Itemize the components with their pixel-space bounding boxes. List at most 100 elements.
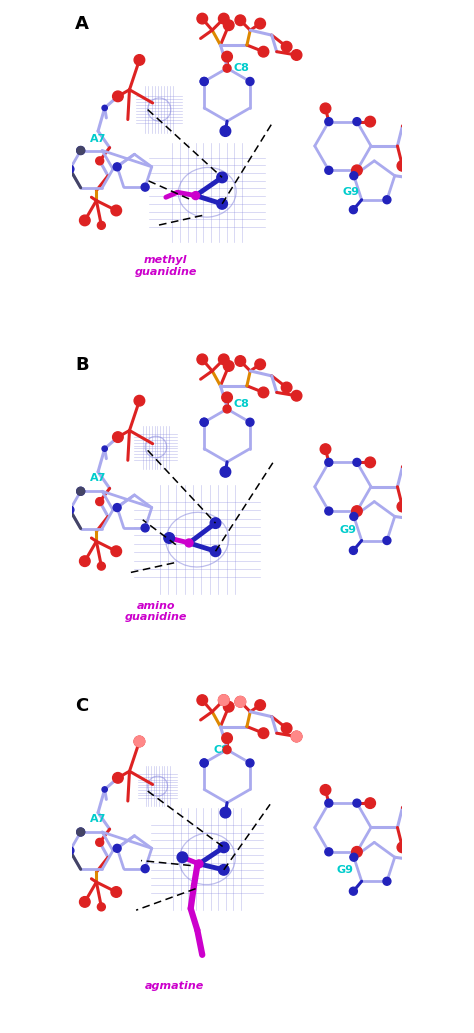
- Text: G9: G9: [343, 187, 360, 197]
- Circle shape: [177, 852, 188, 863]
- Circle shape: [352, 846, 362, 857]
- Circle shape: [291, 731, 302, 742]
- Circle shape: [320, 785, 331, 795]
- Circle shape: [113, 844, 121, 852]
- Circle shape: [282, 723, 292, 733]
- Circle shape: [185, 539, 193, 546]
- Circle shape: [134, 396, 145, 406]
- Text: B: B: [75, 356, 89, 374]
- Circle shape: [220, 126, 231, 136]
- Circle shape: [219, 695, 229, 706]
- Circle shape: [291, 731, 302, 742]
- Circle shape: [325, 848, 333, 855]
- Circle shape: [282, 382, 292, 393]
- Circle shape: [353, 118, 361, 126]
- Text: G9: G9: [339, 525, 356, 535]
- Circle shape: [235, 355, 246, 367]
- Circle shape: [350, 512, 358, 521]
- Circle shape: [350, 171, 358, 180]
- Circle shape: [397, 501, 408, 512]
- Text: A7: A7: [90, 473, 106, 483]
- Circle shape: [219, 354, 229, 365]
- Circle shape: [365, 797, 375, 809]
- Circle shape: [77, 488, 85, 495]
- Circle shape: [383, 196, 391, 204]
- Circle shape: [219, 695, 229, 706]
- Circle shape: [113, 432, 123, 442]
- Circle shape: [77, 147, 85, 155]
- Circle shape: [80, 556, 90, 566]
- Circle shape: [77, 147, 85, 155]
- Circle shape: [353, 800, 361, 807]
- Circle shape: [66, 506, 74, 513]
- Circle shape: [113, 504, 121, 511]
- Circle shape: [200, 418, 208, 427]
- Circle shape: [223, 64, 231, 72]
- Circle shape: [258, 46, 269, 57]
- Circle shape: [320, 444, 331, 455]
- Circle shape: [219, 13, 229, 24]
- Circle shape: [77, 828, 85, 836]
- Circle shape: [246, 77, 254, 86]
- Circle shape: [352, 165, 362, 176]
- Circle shape: [219, 865, 229, 875]
- Circle shape: [246, 418, 254, 427]
- Circle shape: [407, 790, 418, 802]
- Circle shape: [235, 696, 246, 707]
- Circle shape: [102, 446, 107, 451]
- Circle shape: [102, 787, 107, 792]
- Circle shape: [426, 870, 437, 881]
- Circle shape: [255, 699, 265, 711]
- Circle shape: [223, 361, 234, 371]
- Circle shape: [134, 737, 145, 747]
- Circle shape: [325, 166, 333, 175]
- Circle shape: [80, 215, 90, 225]
- Circle shape: [102, 105, 107, 111]
- Circle shape: [113, 91, 123, 101]
- Circle shape: [352, 506, 362, 516]
- Circle shape: [426, 189, 437, 199]
- Circle shape: [220, 467, 231, 477]
- Circle shape: [134, 737, 145, 747]
- Circle shape: [113, 773, 123, 783]
- Circle shape: [111, 206, 121, 216]
- Circle shape: [349, 206, 357, 214]
- Circle shape: [426, 529, 437, 540]
- Circle shape: [235, 14, 246, 26]
- Circle shape: [291, 390, 302, 401]
- Text: A: A: [75, 15, 89, 33]
- Circle shape: [255, 359, 265, 370]
- Circle shape: [111, 546, 121, 557]
- Circle shape: [220, 808, 231, 818]
- Circle shape: [325, 507, 333, 515]
- Circle shape: [80, 897, 90, 907]
- Circle shape: [219, 842, 229, 852]
- Circle shape: [97, 903, 105, 911]
- Circle shape: [195, 859, 203, 868]
- Circle shape: [246, 759, 254, 766]
- Text: G9: G9: [336, 866, 353, 875]
- Circle shape: [258, 387, 269, 398]
- Circle shape: [97, 562, 105, 570]
- Circle shape: [66, 165, 74, 174]
- Circle shape: [397, 160, 408, 171]
- Circle shape: [353, 459, 361, 466]
- Circle shape: [223, 701, 234, 712]
- Circle shape: [200, 418, 208, 427]
- Circle shape: [365, 457, 375, 468]
- Circle shape: [66, 847, 74, 854]
- Circle shape: [325, 118, 333, 126]
- Circle shape: [282, 41, 292, 52]
- Text: methyl
guanidine: methyl guanidine: [135, 255, 197, 277]
- Circle shape: [320, 103, 331, 114]
- Circle shape: [383, 877, 391, 885]
- Circle shape: [407, 109, 418, 120]
- Circle shape: [210, 546, 221, 557]
- Circle shape: [222, 732, 232, 744]
- Circle shape: [197, 354, 208, 365]
- Circle shape: [350, 853, 358, 862]
- Circle shape: [141, 865, 149, 873]
- Circle shape: [200, 759, 208, 766]
- Circle shape: [164, 533, 174, 543]
- Circle shape: [113, 163, 121, 170]
